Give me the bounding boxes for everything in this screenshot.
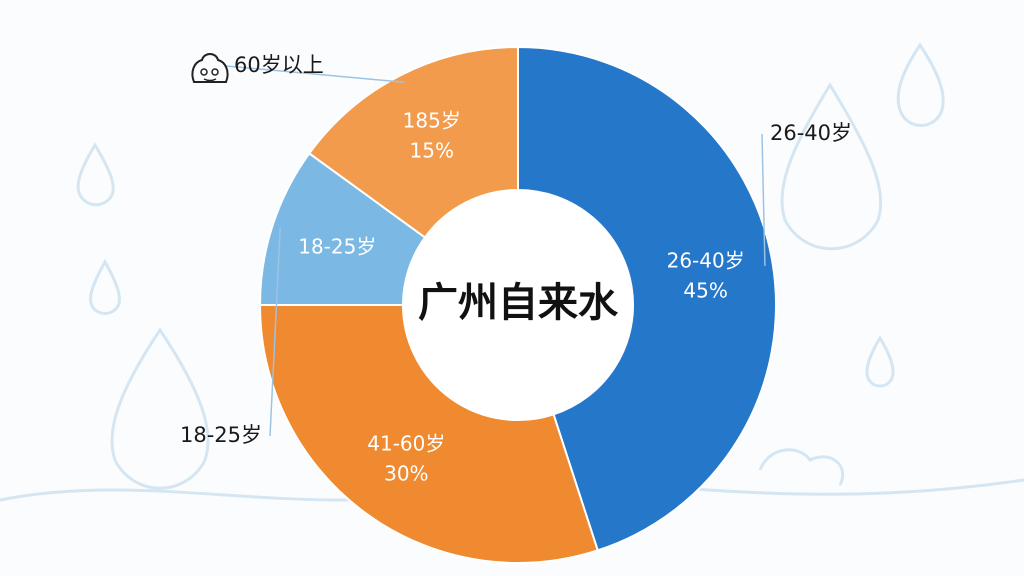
- outer-label: 18-25岁: [180, 423, 262, 447]
- donut-segment: [258, 304, 599, 564]
- segment-value-label: 15%: [410, 139, 454, 163]
- leader-line: [761, 133, 766, 266]
- chart-title: 广州自来水: [418, 280, 619, 326]
- icon: [191, 53, 229, 83]
- donut-hole: [404, 191, 632, 419]
- leader-line: [225, 65, 405, 83]
- segment-label: 185岁: [403, 109, 461, 133]
- segment-value-label: 30%: [384, 462, 428, 486]
- leader-line: [269, 227, 281, 437]
- segment-label: 18-25岁: [298, 234, 376, 258]
- outer-label: 26-40岁: [770, 121, 852, 145]
- segment-value-label: 45%: [683, 278, 727, 302]
- segment-label: 41-60岁: [367, 432, 445, 456]
- donut-segment: [307, 45, 519, 239]
- donut: 26-40岁 45% 26-40岁 41-60岁 30% 18-25岁 18-25岁 185岁…: [180, 45, 852, 564]
- segment-label: 26-40岁: [667, 248, 745, 272]
- donut-segment: [517, 45, 777, 552]
- outer-label: 60岁以上: [234, 53, 324, 77]
